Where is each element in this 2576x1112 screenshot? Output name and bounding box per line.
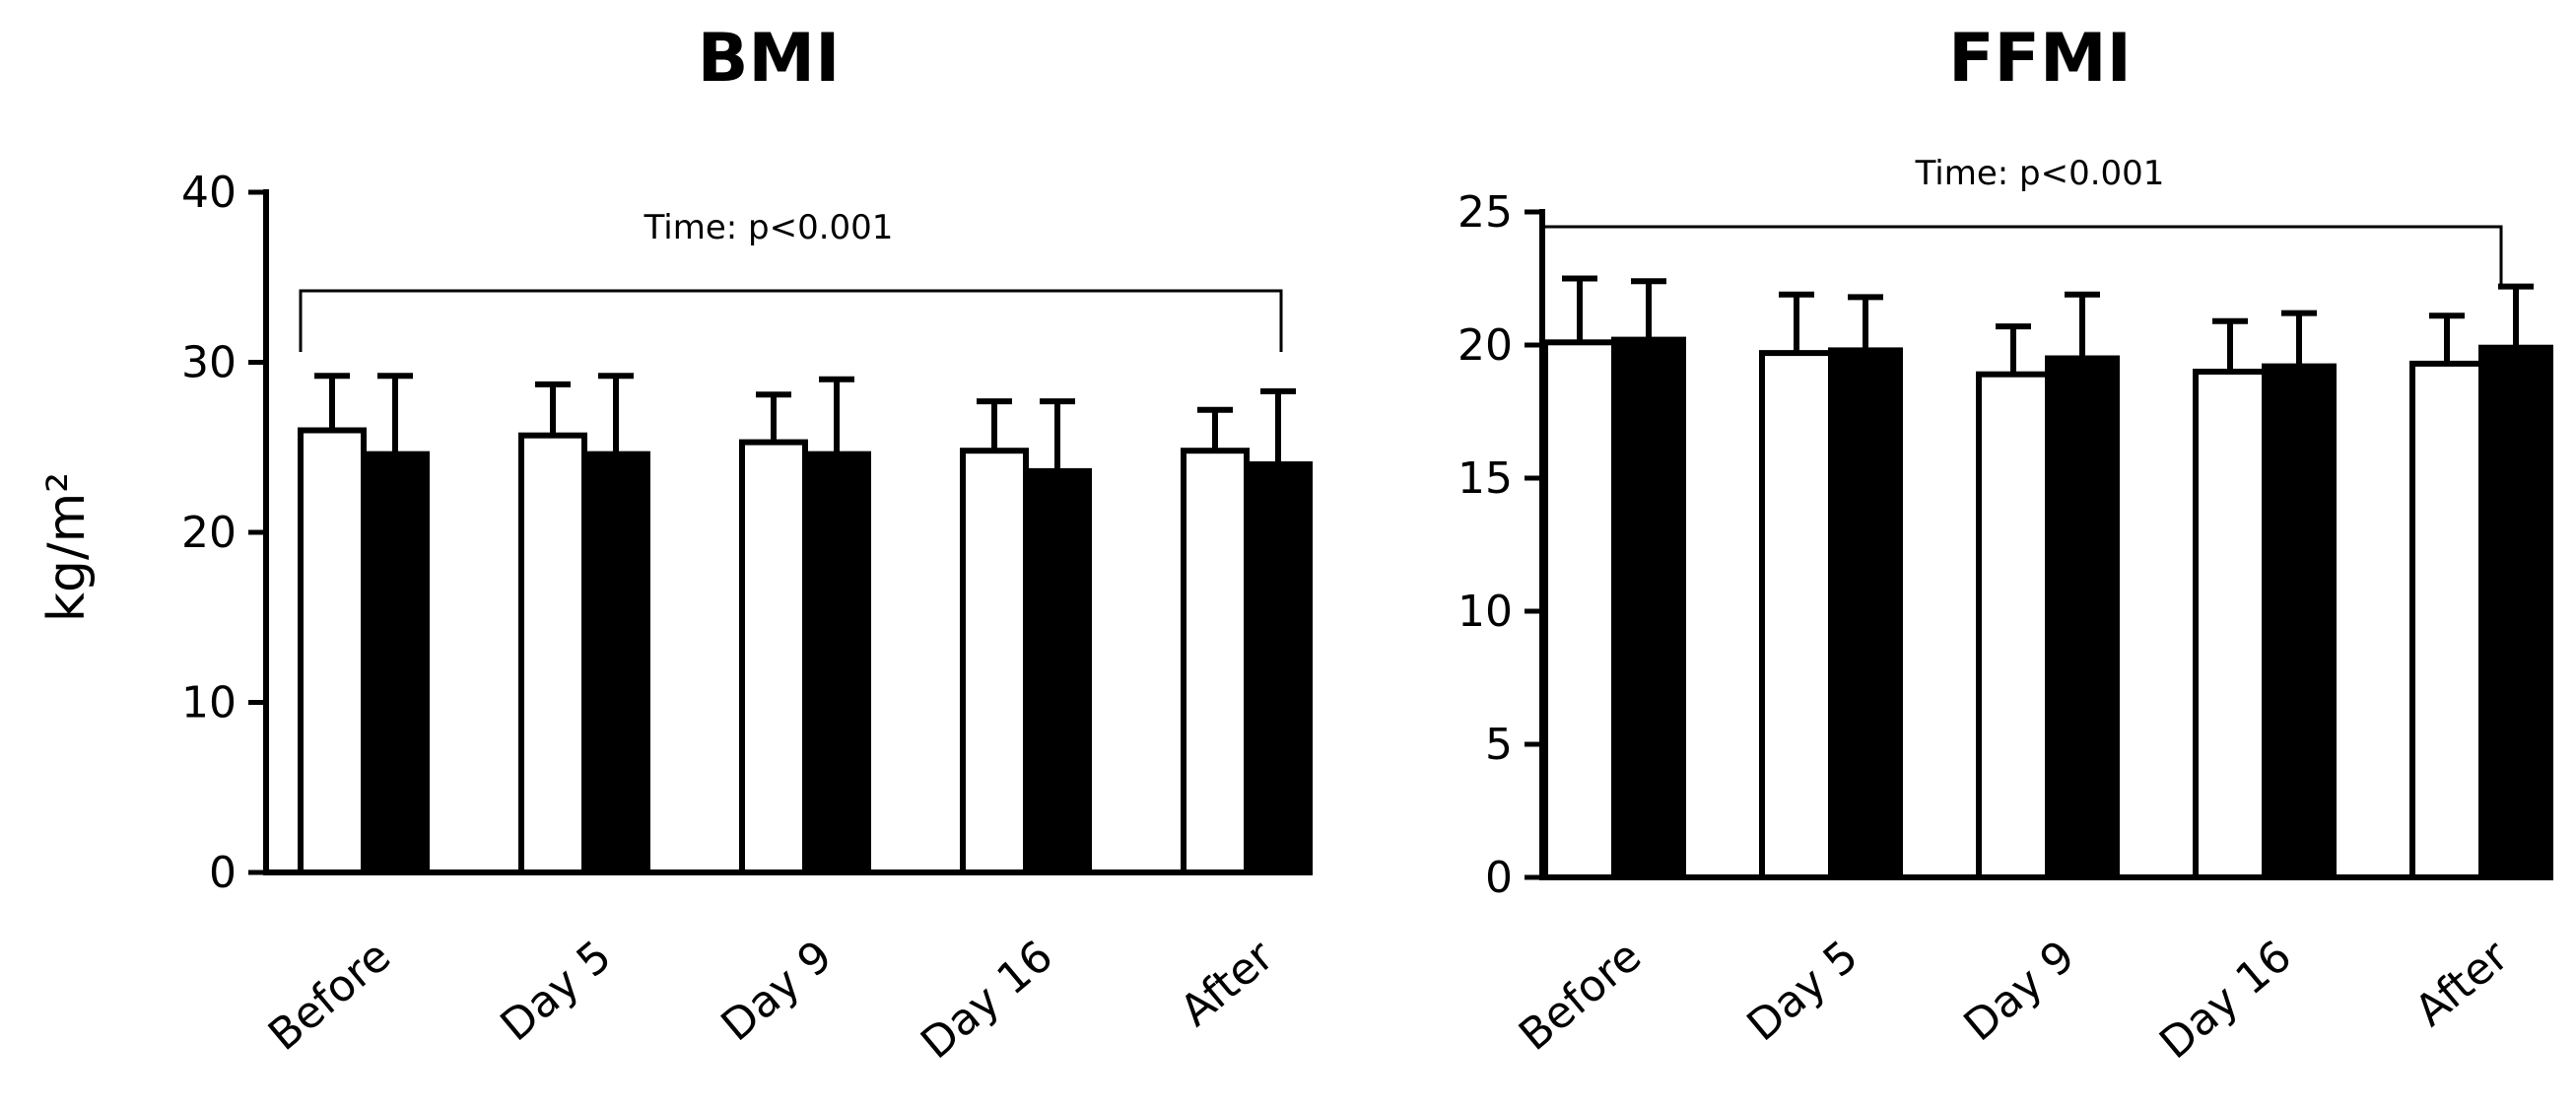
y-tick-label: 5 bbox=[1485, 720, 1513, 770]
chart-title: BMI bbox=[698, 20, 841, 98]
y-tick-label: 20 bbox=[1457, 320, 1513, 371]
category-label: Before bbox=[1510, 931, 1651, 1061]
bar-filled bbox=[1828, 347, 1903, 880]
category-label: Day 9 bbox=[712, 931, 843, 1051]
category-label: Before bbox=[259, 931, 400, 1061]
y-axis-label: kg/m² bbox=[37, 472, 97, 622]
bar-open bbox=[739, 439, 808, 875]
bar-open bbox=[1759, 350, 1834, 881]
bar-filled bbox=[802, 451, 871, 875]
category-label: Day 16 bbox=[912, 931, 1062, 1069]
y-tick-label: 15 bbox=[1457, 453, 1513, 504]
category-label: Day 5 bbox=[1738, 931, 1868, 1051]
chart-title: FFMI bbox=[1948, 20, 2132, 98]
category-label: After bbox=[1171, 931, 1283, 1037]
bar-group bbox=[298, 373, 1313, 875]
category-label: After bbox=[2406, 931, 2518, 1037]
category-label: Day 5 bbox=[492, 931, 622, 1051]
bar-open bbox=[960, 448, 1029, 875]
significance-bracket bbox=[1540, 225, 2503, 288]
bar-filled bbox=[2262, 363, 2337, 881]
y-tick-label: 30 bbox=[181, 338, 237, 388]
category-label: Day 16 bbox=[2150, 931, 2301, 1069]
bar-open bbox=[518, 432, 587, 875]
bar-filled bbox=[361, 451, 430, 875]
y-tick-label: 20 bbox=[181, 508, 237, 558]
bar-open bbox=[2409, 360, 2484, 880]
bar-filled bbox=[2478, 344, 2553, 880]
y-tick-label: 25 bbox=[1457, 187, 1513, 238]
bar-open bbox=[298, 427, 367, 875]
ffmi-chart: FFMI Time: p<0.001 Before Day 5 Day 9 Day 1… bbox=[1457, 20, 2553, 1069]
y-tick-label: 10 bbox=[1457, 587, 1513, 637]
bar-filled bbox=[581, 451, 650, 875]
bar-filled bbox=[1023, 467, 1092, 875]
bar-open bbox=[1542, 339, 1617, 880]
bar-filled bbox=[2045, 355, 2120, 880]
bar-group bbox=[1542, 275, 2553, 881]
bar-open bbox=[2193, 369, 2268, 880]
y-tick-label: 10 bbox=[181, 678, 237, 729]
significance-bracket bbox=[299, 289, 1283, 352]
bar-open bbox=[1976, 371, 2051, 880]
significance-annotation: Time: p<0.001 bbox=[1915, 154, 2165, 193]
bar-filled bbox=[1244, 461, 1313, 875]
y-tick-label: 0 bbox=[1485, 853, 1513, 903]
category-label: Day 9 bbox=[1955, 931, 2085, 1051]
y-tick-label: 40 bbox=[181, 168, 237, 218]
significance-annotation: Time: p<0.001 bbox=[644, 208, 894, 247]
bar-open bbox=[1181, 448, 1250, 875]
bar-filled bbox=[1611, 336, 1686, 881]
y-tick-label: 0 bbox=[209, 848, 237, 898]
bmi-chart: BMI kg/m² Time: p<0.001 Before Day 5 Day 9… bbox=[37, 20, 1313, 1069]
